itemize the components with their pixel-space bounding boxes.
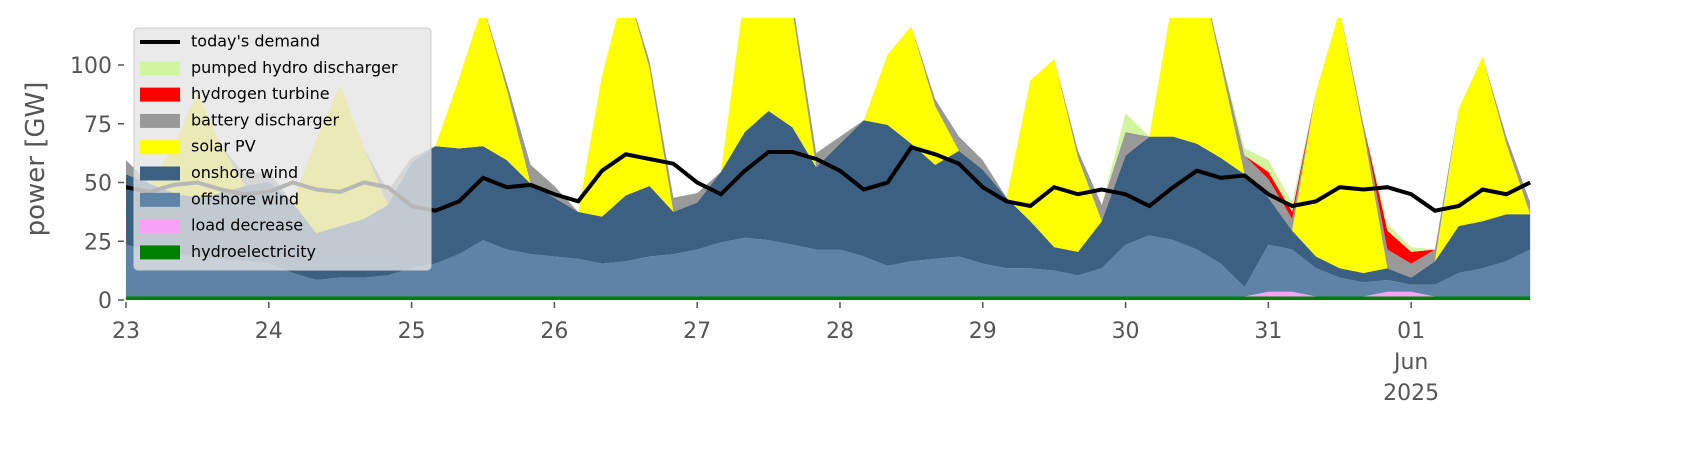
x-tick-label: 31 [1254,319,1282,344]
legend-swatch [140,61,180,76]
area [126,18,1531,278]
area [126,291,1531,297]
x-tick-label: 27 [683,319,711,344]
plot-area [126,18,1532,300]
area [126,18,1531,264]
axes: 0 25 50 75 100 23 24 25 26 27 28 29 30 31 01 Jun 2025 [70,54,1439,406]
x-tick-label: 29 [969,319,997,344]
legend: today's demand pumped hydro discharger hyd… [133,27,432,271]
x-tick-label: 25 [398,319,426,344]
area [126,296,1531,300]
area [126,235,1531,297]
legend-swatch [140,166,180,181]
legend-label: load decrease [191,216,303,235]
legend-swatch [140,87,180,102]
area [126,110,1531,288]
legend-label: hydrogen turbine [191,84,330,103]
legend-label: solar PV [191,137,256,156]
legend-label: onshore wind [191,163,298,182]
x-tick-label: 26 [540,319,568,344]
area [126,18,1531,252]
y-tick-label: 25 [84,230,112,255]
legend-label: today's demand [191,32,320,51]
legend-swatch [140,192,180,207]
legend-swatch [140,140,180,155]
y-tick-label: 0 [98,289,112,314]
legend-label: hydroelectricity [191,242,316,261]
legend-swatch [140,245,180,260]
area [126,18,1531,278]
legend-label: battery discharger [191,110,339,129]
legend-swatch [140,219,180,234]
legend-label: pumped hydro discharger [191,58,398,77]
x-tick-label: 30 [1112,319,1140,344]
y-axis-label: power [GW] [21,82,51,237]
x-tick-label: 28 [826,319,854,344]
y-tick-label: 75 [84,113,112,138]
y-tick-label: 50 [84,172,112,197]
x-tick-label: 24 [255,319,283,344]
x-tick-label: 01 Jun 2025 [1383,319,1439,406]
x-tick-label: 23 [112,319,140,344]
legend-swatch [140,113,180,128]
y-tick-label: 100 [70,54,112,79]
legend-label: offshore wind [191,189,299,208]
legend-box [133,27,432,271]
